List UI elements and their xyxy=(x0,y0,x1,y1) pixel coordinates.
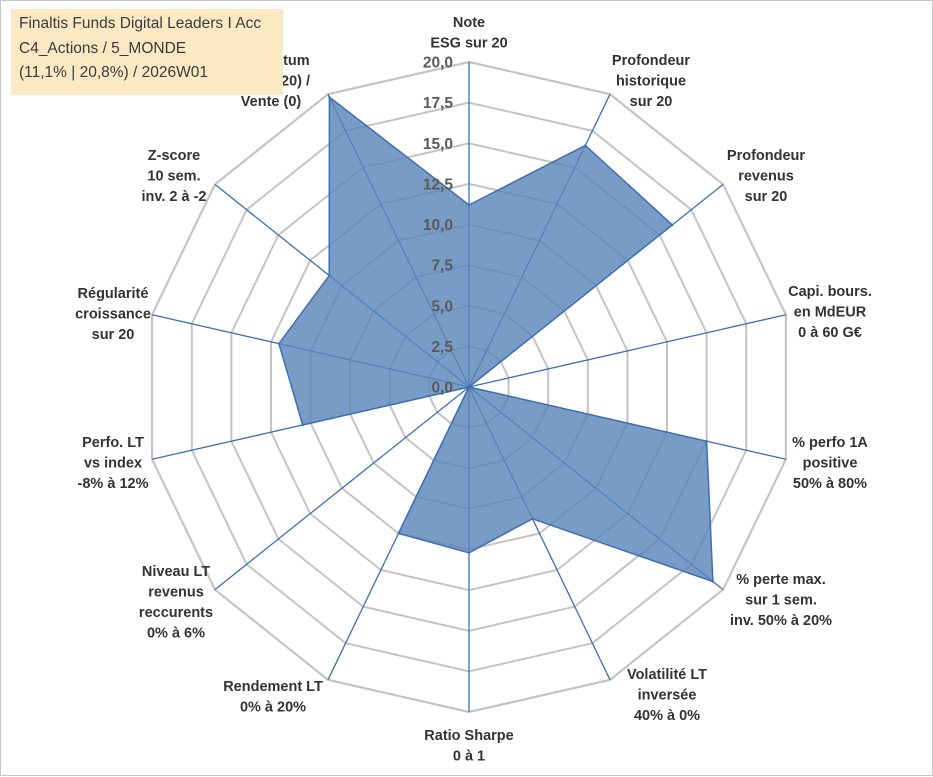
data-point-8 xyxy=(467,551,471,554)
tick-label: 2,5 xyxy=(431,339,453,356)
axis-label-line: sur 20 xyxy=(92,327,135,343)
data-point-13 xyxy=(328,274,331,277)
radial-tick-labels: 0,0 2,5 5,0 7,5 10,0 12,5 15,0 17,5 20,0 xyxy=(423,55,454,397)
axis-spoke-10 xyxy=(214,386,470,591)
axis-label-line: sur 20 xyxy=(745,189,788,205)
tick-label: 5,0 xyxy=(431,298,453,315)
axis-label-12: Régularité croissance sur 20 xyxy=(75,286,151,343)
tick-label: 15,0 xyxy=(423,136,453,153)
fund-stats: (11,1% | 20,8%) / 2026W01 xyxy=(19,64,208,81)
axis-label-line: Profondeur xyxy=(612,53,690,69)
axis-spoke-4 xyxy=(468,314,787,388)
fund-category: C4_Actions / 5_MONDE xyxy=(19,39,187,57)
axis-label-line: reccurents xyxy=(139,605,213,621)
fund-name: Finaltis Funds Digital Leaders I Acc xyxy=(19,15,262,32)
axis-label-line: Profondeur xyxy=(727,148,805,164)
axis-label-9: Rendement LT 0% à 20% xyxy=(223,679,323,716)
tick-label: 10,0 xyxy=(423,217,453,234)
axis-label-line: revenus xyxy=(738,169,794,185)
axis-label-8: Ratio Sharpe 0 à 1 xyxy=(424,728,513,765)
axis-label-3: Profondeur revenus sur 20 xyxy=(727,148,805,205)
axis-label-line: inv. 2 à -2 xyxy=(141,189,206,205)
axis-label-6: % perte max. sur 1 sem. inv. 50% à 20% xyxy=(730,572,832,629)
axis-label-line: -8% à 12% xyxy=(78,476,149,492)
axis-label-10: Niveau LT revenus reccurents 0% à 6% xyxy=(139,564,213,642)
axis-label-line: Régularité xyxy=(78,286,149,302)
axis-label-line: Perfo. LT xyxy=(82,435,144,451)
axis-label-5: % perfo 1A positive 50% à 80% xyxy=(792,435,868,492)
data-point-7 xyxy=(531,517,534,520)
axis-label-line: inversée xyxy=(638,688,697,704)
axis-label-line: 0% à 20% xyxy=(240,700,306,716)
series-area-1 xyxy=(278,95,714,583)
axis-label-13: Z-score 10 sem. inv. 2 à -2 xyxy=(141,148,206,205)
radar-series xyxy=(277,95,715,583)
axis-label-line: Note xyxy=(453,15,485,31)
tick-label: 12,5 xyxy=(423,176,454,193)
data-point-14 xyxy=(328,95,331,99)
axis-label-line: inv. 50% à 20% xyxy=(730,613,832,629)
axis-label-line: 0 à 1 xyxy=(453,749,485,765)
axis-label-4: Capi. bours. en MdEUR 0 à 60 G€ xyxy=(788,284,872,341)
data-point-1 xyxy=(467,203,471,207)
axis-label-line: en MdEUR xyxy=(794,305,867,321)
data-point-2 xyxy=(584,144,587,147)
axis-label-line: revenus xyxy=(148,585,204,601)
axis-label-2: Profondeur historique sur 20 xyxy=(612,53,690,110)
axis-label-line: Niveau LT xyxy=(142,564,210,580)
axis-label-11: Perfo. LT vs index -8% à 12% xyxy=(78,435,149,492)
axis-label-line: Vente (0) xyxy=(241,94,302,110)
data-point-11 xyxy=(301,423,304,427)
axis-label-line: % perte max. xyxy=(736,572,825,588)
axis-label-1: Note ESG sur 20 xyxy=(430,15,507,52)
tick-label: 7,5 xyxy=(431,258,453,275)
axis-label-line: vs index xyxy=(84,456,142,472)
data-point-12 xyxy=(277,342,281,345)
axis-label-line: croissance xyxy=(75,307,151,323)
axis-label-line: historique xyxy=(616,74,686,90)
axis-label-line: 10 sem. xyxy=(147,169,200,185)
axis-label-line: Volatilité LT xyxy=(627,667,707,683)
chart-title-box: Finaltis Funds Digital Leaders I Acc C4_… xyxy=(11,9,283,95)
data-point-3 xyxy=(671,223,674,227)
axis-label-line: % perfo 1A xyxy=(792,435,868,451)
axis-label-line: positive xyxy=(803,456,858,472)
data-point-9 xyxy=(397,532,400,535)
axis-label-7: Volatilité LT inversée 40% à 0% xyxy=(627,667,707,724)
axis-label-line: Capi. bours. xyxy=(788,284,872,300)
axis-label-line: Rendement LT xyxy=(223,679,323,695)
tick-label: 20,0 xyxy=(423,55,453,72)
axis-label-line: ESG sur 20 xyxy=(430,36,507,52)
axis-label-line: 40% à 0% xyxy=(634,708,700,724)
axis-label-line: Z-score xyxy=(148,148,200,164)
axis-label-line: 0 à 60 G€ xyxy=(798,325,862,341)
axis-label-line: sur 1 sem. xyxy=(745,593,817,609)
tick-label: 0,0 xyxy=(431,380,453,397)
data-point-6 xyxy=(711,580,715,583)
data-point-5 xyxy=(705,440,708,443)
tick-label: 17,5 xyxy=(423,95,454,112)
axis-label-line: 0% à 6% xyxy=(147,626,205,642)
axis-label-line: 50% à 80% xyxy=(793,476,867,492)
axis-label-line: sur 20 xyxy=(630,94,673,110)
axis-label-line: Ratio Sharpe xyxy=(424,728,513,744)
data-point-10 xyxy=(467,385,471,389)
